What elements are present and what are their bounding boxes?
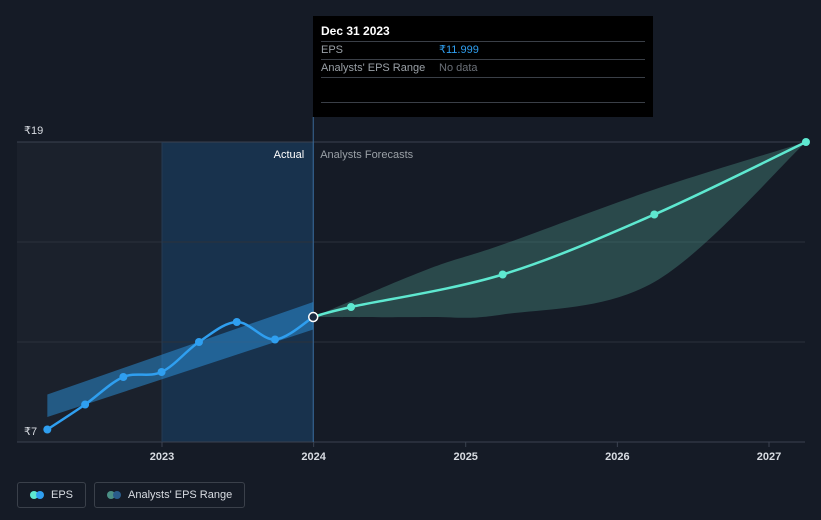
past-shade-dark (17, 142, 162, 442)
tooltip-eps-value: ₹11.999 (439, 44, 479, 56)
legend: EPS Analysts' EPS Range (17, 482, 246, 508)
y-tick-label: ₹19 (24, 125, 43, 137)
tooltip-eps-row: EPS ₹11.999 (321, 42, 645, 60)
eps-actual-point (43, 425, 52, 434)
eps-forecast-point (347, 303, 356, 311)
tooltip-range-row: Analysts' EPS Range No data (321, 60, 645, 78)
range-swatch-icon (107, 491, 122, 499)
swatch-dot (107, 491, 116, 499)
forecast-range-band (313, 142, 806, 318)
forecast-label: Analysts Forecasts (320, 149, 413, 161)
tooltip-date: Dec 31 2023 (321, 24, 645, 42)
x-tick-label: 2027 (757, 451, 781, 463)
tooltip-range-label: Analysts' EPS Range (321, 62, 426, 74)
x-tick-label: 2023 (150, 451, 174, 463)
eps-actual-point (271, 335, 280, 344)
tooltip-range-value: No data (439, 62, 478, 74)
tooltip-divider (321, 78, 645, 103)
eps-actual-point (81, 400, 90, 409)
x-tick-label: 2024 (301, 451, 326, 463)
legend-range-button[interactable]: Analysts' EPS Range (94, 482, 246, 508)
eps-actual-point (157, 368, 166, 376)
legend-range-label: Analysts' EPS Range (128, 489, 233, 501)
eps-swatch-icon (30, 491, 44, 499)
eps-actual-point (232, 318, 241, 326)
swatch-dot (30, 491, 38, 499)
legend-eps-label: EPS (51, 489, 74, 501)
swatch-dot (113, 491, 122, 499)
eps-actual-point (119, 373, 128, 381)
legend-eps-button[interactable]: EPS (17, 482, 87, 508)
eps-actual-point (194, 338, 203, 346)
tooltip: Dec 31 2023 EPS ₹11.999 Analysts' EPS Ra… (313, 16, 653, 117)
eps-forecast-point (650, 210, 659, 219)
past-shade-blue (162, 142, 314, 442)
eps-forecast-point (498, 270, 507, 279)
eps-forecast-point (801, 138, 810, 146)
swatch-dot (36, 491, 44, 499)
x-tick-label: 2026 (605, 451, 629, 463)
actual-label: Actual (274, 149, 305, 161)
eps-highlight-point (307, 311, 319, 323)
tooltip-eps-label: EPS (321, 44, 344, 56)
x-tick-label: 2025 (453, 451, 477, 463)
y-tick-label: ₹7 (24, 426, 37, 438)
